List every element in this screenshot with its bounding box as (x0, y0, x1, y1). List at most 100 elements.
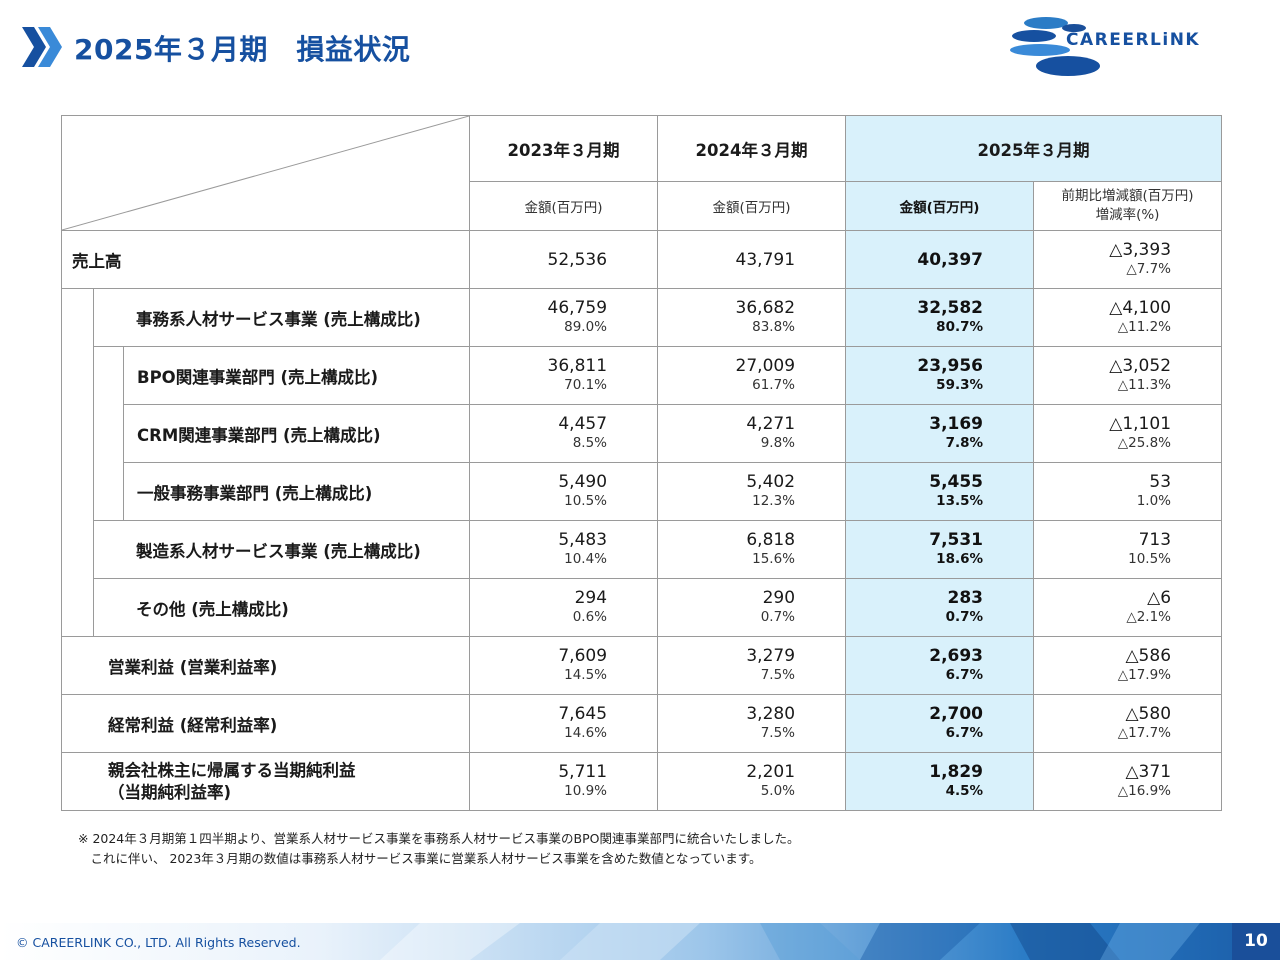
row-label-bpo: BPO関連事業部門 (売上構成比) (122, 346, 471, 405)
ratio-2023: 70.1% (564, 377, 608, 393)
ratio-2024: 15.6% (752, 551, 796, 567)
table-row: CRM関連事業部門 (売上構成比) 4,457 8.5% 4,271 9.8% 3,… (62, 404, 1223, 463)
ratio-2023: 10.5% (564, 493, 608, 509)
row-label-net-income: 親会社株主に帰属する当期純利益 （当期純利益率) (60, 752, 471, 811)
cell-value: 290 0.7% (657, 578, 847, 637)
value-2024: 2,201 (746, 762, 796, 782)
row-label-office-staffing: 事務系人材サービス事業 (売上構成比) (92, 288, 471, 347)
logo-wordmark: CAREERLiNK (1066, 30, 1201, 50)
ratio-2024: 5.0% (760, 783, 796, 799)
change-rate: △17.7% (1117, 725, 1172, 741)
cell-change: △580 △17.7% (1033, 694, 1223, 753)
value-2025: 23,956 (917, 356, 984, 376)
table-row: 一般事務事業部門 (売上構成比) 5,490 10.5% 5,402 12.3% 5… (62, 462, 1223, 521)
footer-band (0, 923, 1280, 960)
cell-value: 36,811 70.1% (469, 346, 659, 405)
copyright-text: © CAREERLINK CO., LTD. All Rights Reserv… (16, 935, 301, 950)
value-2023: 52,536 (547, 249, 608, 270)
change-rate: △2.1% (1126, 609, 1172, 625)
double-chevron-icon (22, 27, 62, 67)
row-label-net-income-line2: （当期純利益率) (108, 782, 232, 802)
cell-value: 27,009 61.7% (657, 346, 847, 405)
cell-value: 3,279 7.5% (657, 636, 847, 695)
row-label-other: その他 (売上構成比) (92, 578, 471, 637)
cell-change: △1,101 △25.8% (1033, 404, 1223, 463)
value-2025: 1,829 (929, 762, 984, 782)
value-2023: 5,490 (558, 472, 608, 492)
careerlink-logo-icon (1010, 17, 1100, 76)
ratio-2024: 0.7% (760, 609, 796, 625)
table-row: 製造系人材サービス事業 (売上構成比) 5,483 10.4% 6,818 15.6… (62, 520, 1223, 579)
cell-change: △3,052 △11.3% (1033, 346, 1223, 405)
cell-value: 5,490 10.5% (469, 462, 659, 521)
ratio-2023: 10.4% (564, 551, 608, 567)
cell-value: 5,455 13.5% (845, 462, 1035, 521)
table-row: 営業利益 (営業利益率) 7,609 14.5% 3,279 7.5% 2,693 6… (60, 636, 1223, 695)
change-rate: △7.7% (1126, 261, 1172, 277)
cell-value: 2,201 5.0% (657, 752, 847, 811)
cell-change: △6 △2.1% (1033, 578, 1223, 637)
cell-value: 294 0.6% (469, 578, 659, 637)
ratio-2023: 8.5% (572, 435, 608, 451)
change-amount: △371 (1125, 762, 1172, 782)
row-label-sales: 売上高 (60, 230, 471, 289)
diagonal-line (62, 116, 470, 230)
cell-value: 3,169 7.8% (845, 404, 1035, 463)
table-row: 経常利益 (経常利益率) 7,645 14.6% 3,280 7.5% 2,700 6… (60, 694, 1223, 753)
change-amount: △3,393 (1109, 240, 1172, 260)
footnote-line1: ※ 2024年３月期第１四半期より、営業系人材サービス事業を事務系人材サービス事… (78, 831, 800, 846)
ratio-2023: 14.5% (564, 667, 608, 683)
cell-value: 5,483 10.4% (469, 520, 659, 579)
change-amount: △1,101 (1109, 414, 1172, 434)
cell-value: 52,536 (469, 230, 659, 289)
value-2023: 5,711 (558, 762, 608, 782)
value-2025: 32,582 (917, 298, 984, 318)
ratio-2025: 6.7% (945, 725, 984, 741)
change-rate: 1.0% (1136, 493, 1172, 509)
value-2024: 3,279 (746, 646, 796, 666)
change-amount: 713 (1138, 530, 1172, 550)
value-2023: 36,811 (547, 356, 608, 376)
value-2025: 5,455 (929, 472, 984, 492)
ratio-2025: 59.3% (936, 377, 984, 393)
value-2024: 6,818 (746, 530, 796, 550)
cell-value: 7,531 18.6% (845, 520, 1035, 579)
ratio-2025: 7.8% (945, 435, 984, 451)
row-label-crm: CRM関連事業部門 (売上構成比) (122, 404, 471, 463)
table-row: 親会社株主に帰属する当期純利益 （当期純利益率) 5,711 10.9% 2,20… (60, 752, 1223, 811)
cell-value: 5,711 10.9% (469, 752, 659, 811)
year-2025-header: 2025年３月期 (845, 115, 1223, 182)
value-2025: 3,169 (929, 414, 984, 434)
unit-change-line1: 前期比増減額(百万円) (1061, 188, 1194, 204)
ratio-2023: 10.9% (564, 783, 608, 799)
change-amount: △6 (1147, 588, 1172, 608)
cell-value: 5,402 12.3% (657, 462, 847, 521)
cell-change: △371 △16.9% (1033, 752, 1223, 811)
value-2025: 2,700 (929, 704, 984, 724)
ratio-2023: 14.6% (564, 725, 608, 741)
ratio-2025: 80.7% (936, 319, 984, 335)
value-2024: 3,280 (746, 704, 796, 724)
change-rate: △11.2% (1117, 319, 1172, 335)
cell-value: 43,791 (657, 230, 847, 289)
row-label-net-income-line1: 親会社株主に帰属する当期純利益 (108, 760, 356, 780)
change-amount: 53 (1149, 472, 1172, 492)
table-row: BPO関連事業部門 (売上構成比) 36,811 70.1% 27,009 61.7… (62, 346, 1223, 521)
cell-value: 36,682 83.8% (657, 288, 847, 347)
unit-2025: 金額(百万円) (845, 181, 1035, 231)
ratio-2025: 4.5% (945, 783, 984, 799)
cell-change: △4,100 △11.2% (1033, 288, 1223, 347)
row-label-general-office: 一般事務事業部門 (売上構成比) (122, 462, 471, 521)
cell-value: 2,693 6.7% (845, 636, 1035, 695)
ratio-2025: 18.6% (936, 551, 984, 567)
change-amount: △4,100 (1109, 298, 1172, 318)
unit-change-line2: 増減率(%) (1095, 207, 1160, 223)
row-label-ordinary-income: 経常利益 (経常利益率) (60, 694, 471, 753)
pl-table: 2023年３月期 2024年３月期 2025年３月期 金額(百万円) 金額(百万… (60, 115, 1223, 811)
slide-header: 2025年３月期 損益状況 CAREERLiNK (0, 0, 1280, 95)
value-2023: 7,609 (558, 646, 608, 666)
ratio-2024: 7.5% (760, 725, 796, 741)
cell-value: 7,645 14.6% (469, 694, 659, 753)
change-amount: △580 (1125, 704, 1172, 724)
value-2024: 290 (762, 588, 796, 608)
